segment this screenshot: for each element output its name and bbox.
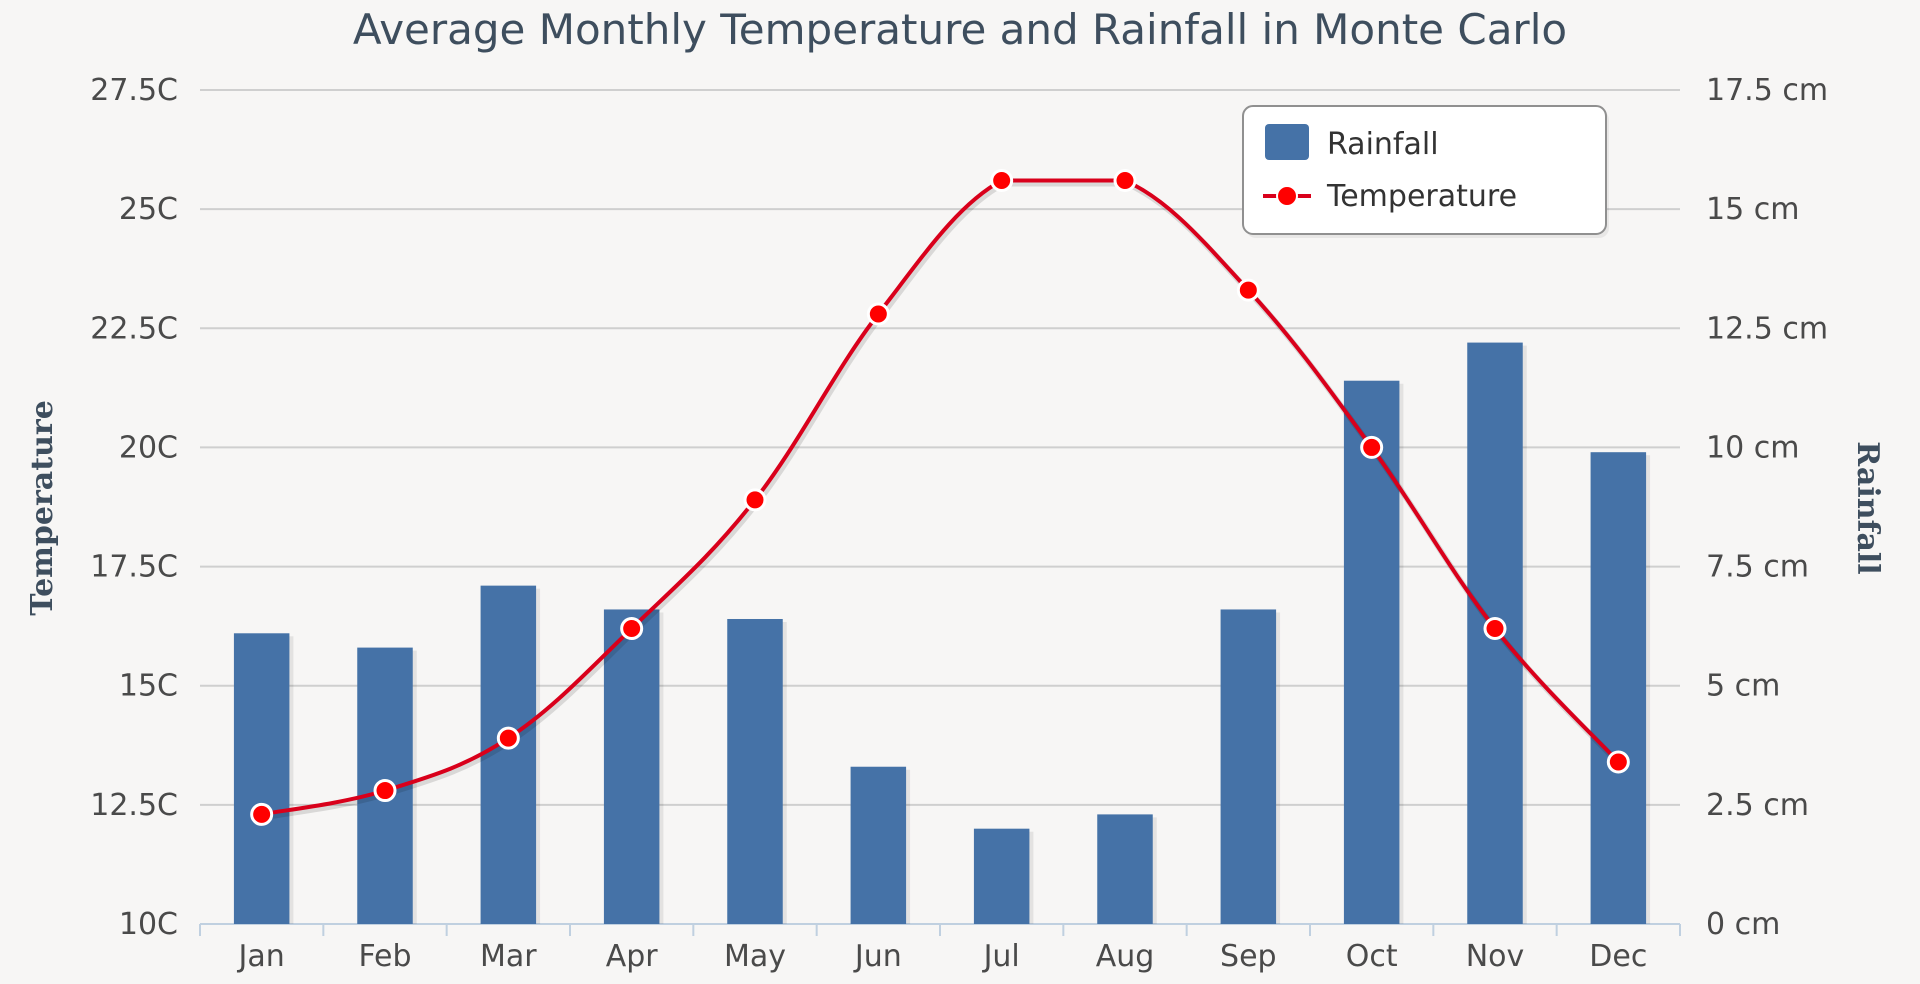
- x-tick-label: Jan: [237, 939, 285, 974]
- rainfall-bar: [480, 585, 537, 924]
- rainfall-bar: [603, 609, 660, 924]
- rainfall-bar: [1343, 380, 1400, 924]
- temperature-point: [496, 726, 520, 750]
- x-tick-label: Nov: [1466, 939, 1525, 974]
- legend-temperature-marker: [1276, 185, 1298, 207]
- temperature-point: [743, 488, 767, 512]
- legend-temperature-label[interactable]: Temperature: [1326, 179, 1517, 214]
- right-tick-label: 0 cm: [1706, 907, 1780, 942]
- rainfall-bars: [233, 342, 1651, 924]
- left-tick-label: 10C: [119, 907, 178, 942]
- temperature-point: [990, 169, 1014, 193]
- temperature-point: [1113, 169, 1137, 193]
- temperature-point: [1606, 750, 1630, 774]
- x-tick-label: Dec: [1589, 939, 1647, 974]
- rainfall-bar: [233, 633, 290, 924]
- rainfall-bar: [1220, 609, 1277, 924]
- temperature-point: [620, 617, 644, 641]
- grid-lines: [200, 89, 1680, 806]
- rainfall-bar: [973, 828, 1030, 924]
- right-tick-label: 10 cm: [1706, 430, 1799, 465]
- right-tick-label: 7.5 cm: [1706, 550, 1809, 585]
- x-tick-label: Jun: [853, 939, 902, 974]
- temperature-point: [250, 802, 274, 826]
- temperature-point: [373, 779, 397, 803]
- right-tick-label: 15 cm: [1706, 192, 1799, 227]
- left-tick-label: 27.5C: [90, 73, 178, 108]
- x-tick-label: Oct: [1346, 939, 1398, 974]
- legend-rainfall-swatch: [1265, 124, 1309, 160]
- legend-box: [1242, 105, 1607, 235]
- temperature-line: [261, 178, 1620, 817]
- temperature-point: [1483, 617, 1507, 641]
- legend[interactable]: Rainfall Temperature: [1242, 105, 1609, 238]
- x-tick-label: Feb: [358, 939, 411, 974]
- left-tick-label: 12.5C: [90, 788, 178, 823]
- left-axis-title: Temperature: [25, 400, 60, 616]
- right-axis-title: Rainfall: [1850, 441, 1885, 574]
- temperature-point: [866, 302, 890, 326]
- temperature-line-shadow: [263, 180, 1623, 821]
- x-tick-label: Aug: [1096, 939, 1155, 974]
- temperature-point: [1360, 435, 1384, 459]
- x-axis: Jan Feb Mar Apr May Jun Jul Aug Sep Oct Nov Dec: [199, 923, 1681, 974]
- rainfall-bar: [1590, 452, 1647, 924]
- right-tick-label: 12.5 cm: [1706, 311, 1828, 346]
- rainfall-bar: [727, 618, 783, 924]
- left-tick-label: 17.5C: [90, 550, 178, 585]
- rainfall-bar: [1097, 814, 1153, 924]
- x-tick-label: Sep: [1220, 939, 1277, 974]
- left-tick-label: 15C: [119, 669, 178, 704]
- right-tick-label: 2.5 cm: [1706, 788, 1809, 823]
- rainfall-bar: [850, 766, 907, 924]
- legend-rainfall-label[interactable]: Rainfall: [1327, 127, 1439, 162]
- x-tick-label: Mar: [480, 939, 537, 974]
- temperature-point: [1236, 278, 1260, 302]
- left-tick-label: 20C: [119, 430, 178, 465]
- left-tick-label: 25C: [119, 192, 178, 227]
- chart-title: Average Monthly Temperature and Rainfall…: [353, 5, 1567, 54]
- x-tick-label: May: [724, 939, 786, 974]
- right-tick-label: 17.5 cm: [1706, 73, 1828, 108]
- x-tick-label: Apr: [606, 939, 659, 974]
- right-tick-label: 5 cm: [1706, 669, 1780, 704]
- temperature-series: [250, 169, 1630, 826]
- left-axis: 10C 12.5C 15C 17.5C 20C 22.5C 25C 27.5C: [90, 73, 178, 942]
- left-tick-label: 22.5C: [90, 311, 178, 346]
- x-tick-label: Jul: [982, 939, 1020, 974]
- right-axis: 0 cm 2.5 cm 5 cm 7.5 cm 10 cm 12.5 cm 15 cm 17.…: [1706, 73, 1828, 942]
